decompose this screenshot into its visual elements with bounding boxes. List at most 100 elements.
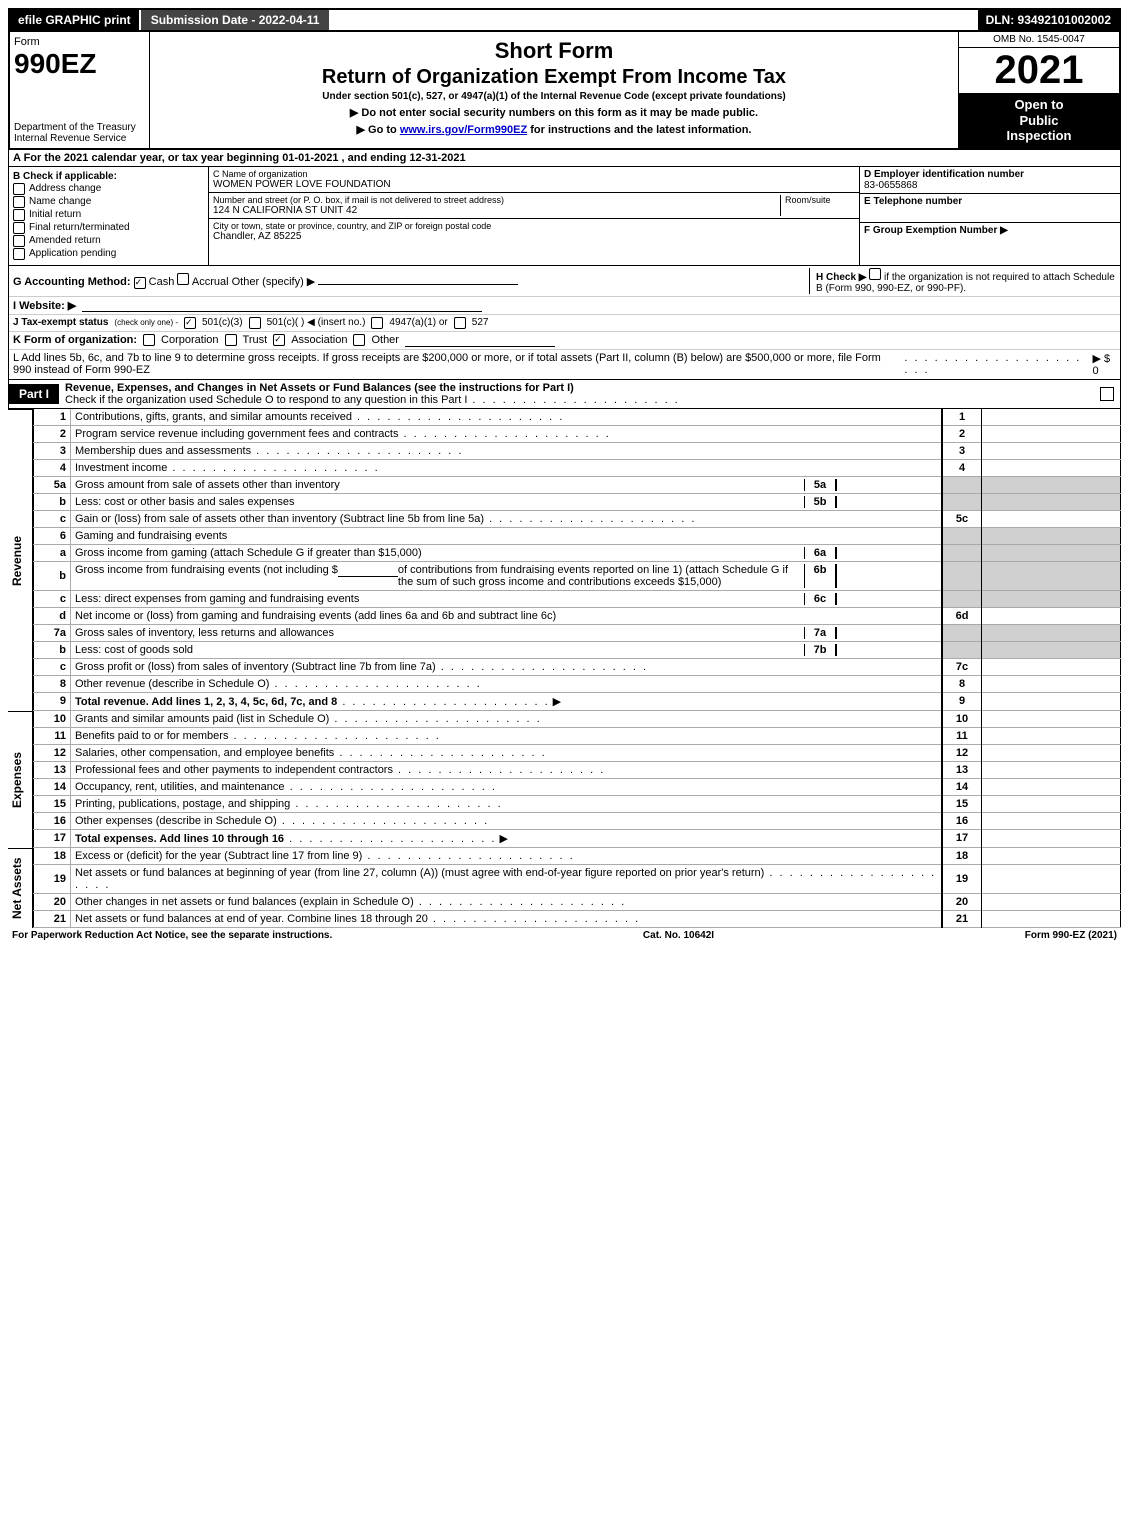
amt-16[interactable] bbox=[982, 812, 1121, 829]
chk-cash[interactable] bbox=[134, 277, 146, 289]
other-specify-input[interactable] bbox=[318, 272, 518, 285]
form-word: Form bbox=[14, 36, 145, 48]
amt-8[interactable] bbox=[982, 675, 1121, 692]
top-bar: efile GRAPHIC print Submission Date - 20… bbox=[8, 8, 1121, 32]
line-6b-mid: of contributions from fundraising events… bbox=[398, 564, 804, 588]
j-sub: (check only one) - bbox=[114, 318, 178, 327]
chk-501c3[interactable] bbox=[184, 317, 196, 329]
header-left: Form 990EZ Department of the Treasury In… bbox=[10, 32, 150, 148]
line-12: Salaries, other compensation, and employ… bbox=[71, 744, 943, 761]
opt-527: 527 bbox=[472, 317, 489, 328]
section-b: B Check if applicable: Address change Na… bbox=[9, 167, 209, 265]
section-c: C Name of organization WOMEN POWER LOVE … bbox=[209, 167, 860, 265]
amt-14[interactable] bbox=[982, 778, 1121, 795]
chk-other-org[interactable] bbox=[353, 334, 365, 346]
amt-5b[interactable] bbox=[836, 496, 937, 508]
section-bcdef: B Check if applicable: Address change Na… bbox=[8, 167, 1121, 266]
line-a-tax-year: A For the 2021 calendar year, or tax yea… bbox=[8, 150, 1121, 167]
amt-21[interactable] bbox=[982, 910, 1121, 927]
chk-application-pending[interactable] bbox=[13, 248, 25, 260]
title-return-exempt: Return of Organization Exempt From Incom… bbox=[156, 66, 952, 89]
line-15: Printing, publications, postage, and shi… bbox=[71, 795, 943, 812]
part1-checkbox[interactable] bbox=[1100, 387, 1114, 401]
amt-15[interactable] bbox=[982, 795, 1121, 812]
chk-501c[interactable] bbox=[249, 317, 261, 329]
amt-7b[interactable] bbox=[836, 644, 937, 656]
part1-check-text: Check if the organization used Schedule … bbox=[65, 394, 467, 406]
amt-6c[interactable] bbox=[836, 593, 937, 605]
opt-other-org: Other bbox=[371, 334, 399, 346]
dept-treasury: Department of the Treasury Internal Reve… bbox=[14, 122, 145, 144]
amt-5c[interactable] bbox=[982, 510, 1121, 527]
amt-5a[interactable] bbox=[836, 479, 937, 491]
line-5c: Gain or (loss) from sale of assets other… bbox=[71, 510, 943, 527]
amt-4[interactable] bbox=[982, 459, 1121, 476]
chk-527[interactable] bbox=[454, 317, 466, 329]
amt-6d[interactable] bbox=[982, 607, 1121, 624]
amt-2[interactable] bbox=[982, 425, 1121, 442]
6b-contrib-input[interactable] bbox=[338, 564, 398, 577]
amt-7a[interactable] bbox=[836, 627, 937, 639]
line-17: Total expenses. Add lines 10 through 16 … bbox=[71, 829, 943, 847]
opt-final-return: Final return/terminated bbox=[29, 222, 130, 233]
amt-6b[interactable] bbox=[836, 564, 937, 588]
section-def: D Employer identification number 83-0655… bbox=[860, 167, 1120, 265]
net-assets-table: 18Excess or (deficit) for the year (Subt… bbox=[33, 848, 1121, 928]
line-19: Net assets or fund balances at beginning… bbox=[71, 864, 943, 893]
line-6d: Net income or (loss) from gaming and fun… bbox=[71, 607, 943, 624]
line-14: Occupancy, rent, utilities, and maintena… bbox=[71, 778, 943, 795]
chk-4947[interactable] bbox=[371, 317, 383, 329]
chk-schedule-b-not-required[interactable] bbox=[869, 268, 881, 280]
dots-filler bbox=[904, 352, 1086, 376]
opt-association: Association bbox=[291, 334, 347, 346]
amt-11[interactable] bbox=[982, 727, 1121, 744]
chk-trust[interactable] bbox=[225, 334, 237, 346]
line-9: Total revenue. Add lines 1, 2, 3, 4, 5c,… bbox=[71, 692, 943, 710]
amt-6a[interactable] bbox=[836, 547, 937, 559]
chk-association[interactable] bbox=[273, 334, 285, 346]
form-header: Form 990EZ Department of the Treasury In… bbox=[8, 32, 1121, 150]
chk-amended-return[interactable] bbox=[13, 235, 25, 247]
amt-19[interactable] bbox=[982, 864, 1121, 893]
website-input[interactable] bbox=[82, 299, 482, 312]
line-6b-pre: Gross income from fundraising events (no… bbox=[75, 564, 338, 588]
line-1: Contributions, gifts, grants, and simila… bbox=[71, 409, 943, 426]
amt-18[interactable] bbox=[982, 848, 1121, 865]
line-8: Other revenue (describe in Schedule O) bbox=[71, 675, 943, 692]
title-short-form: Short Form bbox=[156, 38, 952, 64]
irs-link[interactable]: www.irs.gov/Form990EZ bbox=[400, 124, 527, 136]
amt-13[interactable] bbox=[982, 761, 1121, 778]
chk-address-change[interactable] bbox=[13, 183, 25, 195]
chk-name-change[interactable] bbox=[13, 196, 25, 208]
amt-3[interactable] bbox=[982, 442, 1121, 459]
expenses-section-label: Expenses bbox=[8, 711, 33, 848]
amt-12[interactable] bbox=[982, 744, 1121, 761]
line-20: Other changes in net assets or fund bala… bbox=[71, 893, 943, 910]
amt-10[interactable] bbox=[982, 711, 1121, 728]
header-right: OMB No. 1545-0047 2021 Open to Public In… bbox=[959, 32, 1119, 148]
chk-final-return[interactable] bbox=[13, 222, 25, 234]
amt-9[interactable] bbox=[982, 692, 1121, 710]
opt-application-pending: Application pending bbox=[29, 248, 116, 259]
expenses-table: 10Grants and similar amounts paid (list … bbox=[33, 711, 1121, 848]
amt-17[interactable] bbox=[982, 829, 1121, 847]
chk-accrual[interactable] bbox=[177, 273, 189, 285]
opt-address-change: Address change bbox=[29, 183, 101, 194]
chk-corporation[interactable] bbox=[143, 334, 155, 346]
page-footer: For Paperwork Reduction Act Notice, see … bbox=[8, 928, 1121, 943]
line-5a: Gross amount from sale of assets other t… bbox=[75, 479, 804, 491]
line-16: Other expenses (describe in Schedule O) bbox=[71, 812, 943, 829]
efile-print-button[interactable]: efile GRAPHIC print bbox=[10, 10, 139, 30]
amt-1[interactable] bbox=[982, 409, 1121, 426]
inst2-suffix: for instructions and the latest informat… bbox=[527, 124, 751, 136]
label-telephone: E Telephone number bbox=[864, 196, 1116, 207]
opt-501c: 501(c)( ) ◀ (insert no.) bbox=[267, 317, 366, 328]
opt-4947: 4947(a)(1) or bbox=[389, 317, 447, 328]
amt-20[interactable] bbox=[982, 893, 1121, 910]
subtitle: Under section 501(c), 527, or 4947(a)(1)… bbox=[156, 91, 952, 102]
chk-initial-return[interactable] bbox=[13, 209, 25, 221]
line-5b: Less: cost or other basis and sales expe… bbox=[75, 496, 804, 508]
amt-7c[interactable] bbox=[982, 658, 1121, 675]
opt-name-change: Name change bbox=[29, 196, 91, 207]
other-org-input[interactable] bbox=[405, 334, 555, 347]
